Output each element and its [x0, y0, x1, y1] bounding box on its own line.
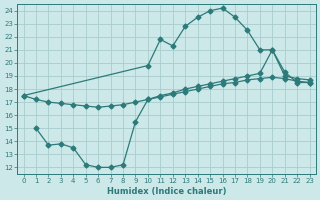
X-axis label: Humidex (Indice chaleur): Humidex (Indice chaleur) — [107, 187, 226, 196]
